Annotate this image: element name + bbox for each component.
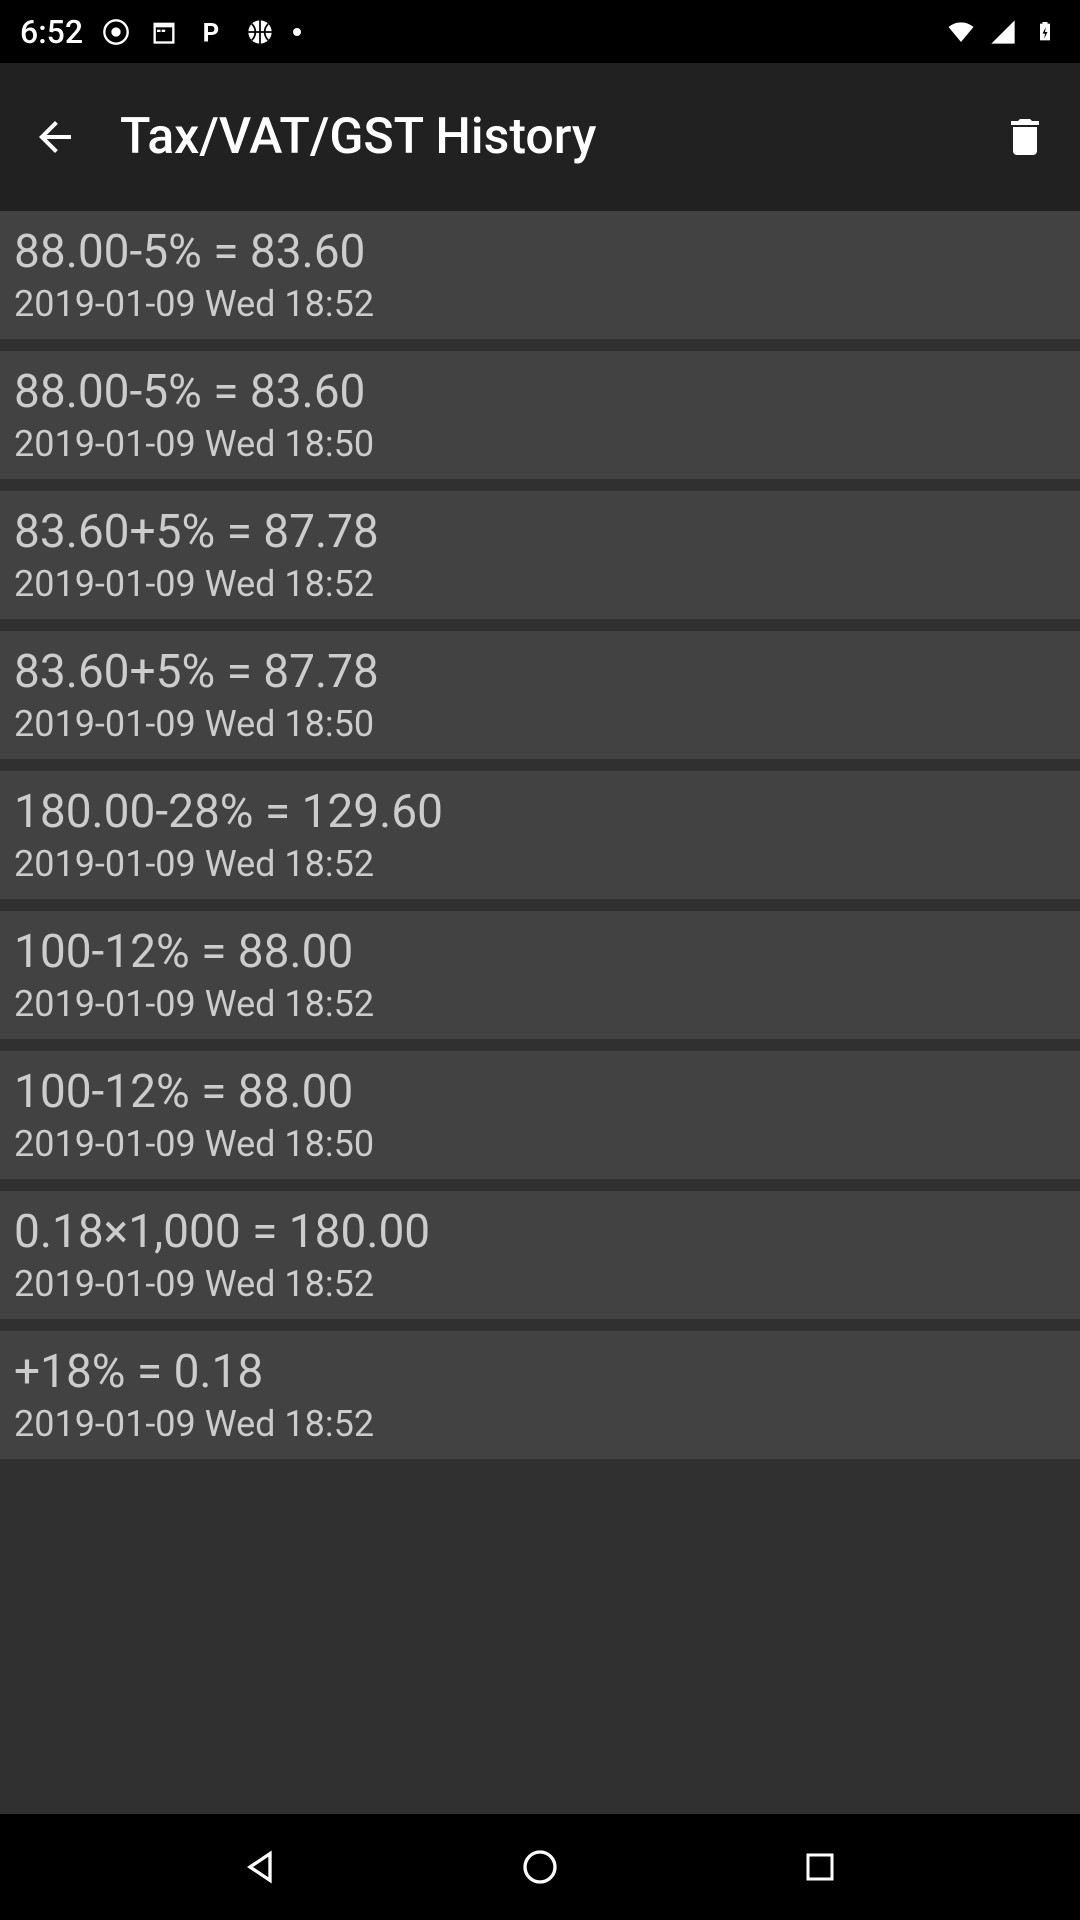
square-recents-icon [802,1849,838,1885]
calculation-text: 83.60+5% = 87.78 [14,505,1066,559]
history-item[interactable]: 88.00-5% = 83.60 2019-01-09 Wed 18:50 [0,351,1080,479]
history-item[interactable]: 83.60+5% = 87.78 2019-01-09 Wed 18:50 [0,631,1080,759]
timestamp-text: 2019-01-09 Wed 18:52 [14,843,1066,885]
wifi-icon [946,17,976,47]
timestamp-text: 2019-01-09 Wed 18:50 [14,423,1066,465]
calculation-text: 100-12% = 88.00 [14,925,1066,979]
calendar-icon [149,17,179,47]
timestamp-text: 2019-01-09 Wed 18:52 [14,563,1066,605]
history-item[interactable]: 83.60+5% = 87.78 2019-01-09 Wed 18:52 [0,491,1080,619]
basketball-icon [245,17,275,47]
timestamp-text: 2019-01-09 Wed 18:50 [14,703,1066,745]
history-item[interactable]: 0.18×1,000 = 180.00 2019-01-09 Wed 18:52 [0,1191,1080,1319]
calculation-text: 180.00-28% = 129.60 [14,785,1066,839]
signal-icon [988,17,1018,47]
nav-home-button[interactable] [510,1837,570,1897]
triangle-back-icon [240,1847,280,1887]
calculation-text: 0.18×1,000 = 180.00 [14,1205,1066,1259]
history-list[interactable]: 88.00-5% = 83.60 2019-01-09 Wed 18:52 88… [0,211,1080,1471]
navigation-bar [0,1814,1080,1920]
nav-back-button[interactable] [230,1837,290,1897]
calculation-text: 100-12% = 88.00 [14,1065,1066,1119]
calculation-text: 88.00-5% = 83.60 [14,365,1066,419]
status-bar-left: 6:52 P [20,13,301,51]
arrow-back-icon [31,113,79,161]
history-item[interactable]: +18% = 0.18 2019-01-09 Wed 18:52 [0,1331,1080,1459]
svg-text:P: P [203,18,220,46]
calculation-text: 83.60+5% = 87.78 [14,645,1066,699]
calculation-text: 88.00-5% = 83.60 [14,225,1066,279]
battery-charging-icon [1030,17,1060,47]
status-bar: 6:52 P [0,0,1080,63]
page-title: Tax/VAT/GST History [120,108,990,166]
back-button[interactable] [20,102,90,172]
calculation-text: +18% = 0.18 [14,1345,1066,1399]
content-area: 88.00-5% = 83.60 2019-01-09 Wed 18:52 88… [0,211,1080,1814]
delete-button[interactable] [990,102,1060,172]
circle-home-icon [520,1847,560,1887]
history-item[interactable]: 180.00-28% = 129.60 2019-01-09 Wed 18:52 [0,771,1080,899]
timestamp-text: 2019-01-09 Wed 18:52 [14,1403,1066,1445]
target-icon [101,17,131,47]
p-icon: P [197,17,227,47]
timestamp-text: 2019-01-09 Wed 18:52 [14,1263,1066,1305]
dot-icon [293,28,301,36]
status-bar-right [946,17,1060,47]
nav-recents-button[interactable] [790,1837,850,1897]
timestamp-text: 2019-01-09 Wed 18:52 [14,283,1066,325]
timestamp-text: 2019-01-09 Wed 18:50 [14,1123,1066,1165]
timestamp-text: 2019-01-09 Wed 18:52 [14,983,1066,1025]
history-item[interactable]: 88.00-5% = 83.60 2019-01-09 Wed 18:52 [0,211,1080,339]
history-item[interactable]: 100-12% = 88.00 2019-01-09 Wed 18:52 [0,911,1080,1039]
history-item[interactable]: 100-12% = 88.00 2019-01-09 Wed 18:50 [0,1051,1080,1179]
app-bar: Tax/VAT/GST History [0,63,1080,211]
status-time: 6:52 [20,13,83,51]
trash-icon [1001,113,1049,161]
